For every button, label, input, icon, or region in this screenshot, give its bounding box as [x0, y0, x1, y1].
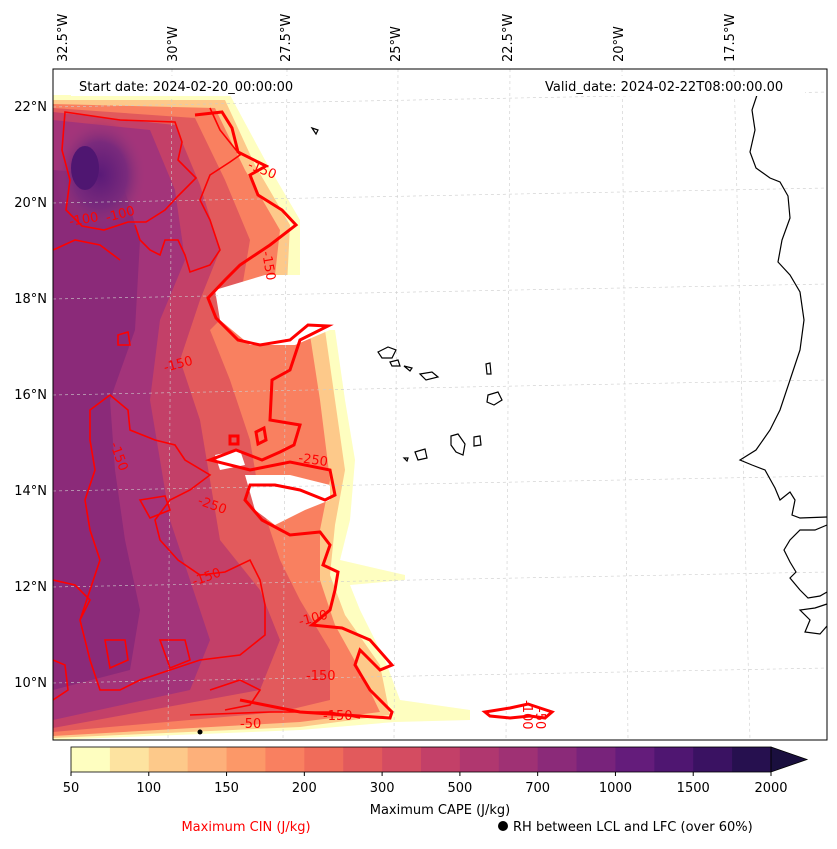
colorbar-tick-label: 2000 — [754, 781, 787, 796]
colorbar-tick-label: 1500 — [677, 781, 710, 796]
lat-label: 18°N — [14, 292, 47, 307]
contour-label: -150 — [306, 669, 336, 684]
contour-label: -250 — [297, 451, 328, 470]
gridlines — [53, 69, 827, 740]
lon-label: 17.5°W — [723, 14, 738, 62]
colorbar-swatch — [304, 747, 344, 772]
colorbar-frame — [70, 746, 772, 773]
contour-label: -100 — [104, 204, 136, 226]
lat-label: 22°N — [14, 100, 47, 115]
rh-marker — [197, 729, 203, 735]
colorbar-swatch — [343, 747, 383, 772]
lon-label: 20°W — [612, 26, 627, 62]
gap-1 — [215, 275, 330, 345]
colorbar-swatch — [459, 747, 500, 772]
lat-label: 16°N — [14, 388, 47, 403]
rh-legend-marker — [498, 821, 508, 831]
lon-label: 30°W — [166, 26, 181, 62]
colorbar-swatch — [576, 747, 616, 772]
contour-label: -150 — [323, 709, 353, 724]
colorbar-swatch — [71, 747, 111, 772]
cape-field — [53, 95, 470, 740]
colorbar-swatch — [226, 747, 266, 772]
lat-label: 20°N — [14, 196, 47, 211]
valid-date-text: Valid_date: 2024-02-22T08:00:00.00 — [545, 80, 783, 95]
longitude-labels: 32.5°W 30°W 27.5°W 25°W 22.5°W 20°W 17.5… — [56, 14, 738, 62]
contour-label: -150 — [162, 354, 194, 376]
colorbar-swatch — [537, 747, 578, 772]
valid-date-box — [537, 76, 805, 96]
lon-label: 25°W — [389, 26, 404, 62]
cape-max-center — [71, 146, 99, 190]
lon-label: 22.5°W — [501, 14, 516, 62]
colorbar-extend-arrow — [770, 746, 809, 773]
colorbar-ticks: 50 100 150 200 300 500 700 1000 1500 2000 — [63, 772, 788, 796]
colorbar-swatch — [109, 747, 150, 772]
contour-label: -50 — [240, 717, 261, 732]
start-date-text: Start date: 2024-02-20_00:00:00 — [79, 80, 293, 95]
africa-coastline — [738, 91, 828, 635]
colorbar-tick-label: 100 — [136, 781, 161, 796]
contour-label: -150 — [258, 250, 278, 282]
colorbar — [70, 746, 809, 773]
colorbar-swatch — [732, 747, 772, 772]
lon-label: 32.5°W — [56, 14, 71, 62]
colorbar-title: Maximum CAPE (J/kg) — [370, 803, 510, 818]
colorbar-tick-label: 50 — [63, 781, 80, 796]
colorbar-tick-label: 700 — [525, 781, 550, 796]
start-date-box — [71, 76, 311, 96]
colorbar-swatch — [615, 747, 655, 772]
colorbar-swatch — [421, 747, 461, 772]
lat-label: 12°N — [14, 580, 47, 595]
rh-legend-label: RH between LCL and LFC (over 60%) — [513, 820, 753, 835]
colorbar-tick-label: 150 — [214, 781, 239, 796]
lat-label: 10°N — [14, 676, 47, 691]
contour-label: -100 — [68, 210, 100, 230]
small-islet — [310, 126, 319, 136]
cape-verde-islands — [377, 346, 503, 463]
colorbar-swatch — [654, 747, 694, 772]
colorbar-tick-label: 300 — [370, 781, 395, 796]
colorbar-tick-label: 500 — [447, 781, 472, 796]
colorbar-swatch — [382, 747, 422, 772]
contour-label: -50 — [532, 708, 547, 729]
contour-label: -100 — [519, 700, 534, 730]
colorbar-tick-label: 200 — [292, 781, 317, 796]
colorbar-tick-label: 1000 — [599, 781, 632, 796]
lon-label: 27.5°W — [279, 14, 294, 62]
latitude-labels: 22°N 20°N 18°N 16°N 14°N 12°N 10°N — [14, 100, 47, 691]
colorbar-swatch — [148, 747, 189, 772]
colorbar-swatch — [187, 747, 228, 772]
colorbar-swatch — [498, 747, 539, 772]
contour-label: -100 — [297, 608, 329, 630]
colorbar-swatch — [693, 747, 733, 772]
cape-1000 — [53, 170, 140, 690]
cin-legend-label: Maximum CIN (J/kg) — [181, 820, 310, 835]
cin-contours — [53, 107, 555, 720]
gap-2 — [245, 475, 330, 525]
map-frame — [52, 68, 828, 741]
lat-label: 14°N — [14, 484, 47, 499]
colorbar-swatch — [265, 747, 305, 772]
